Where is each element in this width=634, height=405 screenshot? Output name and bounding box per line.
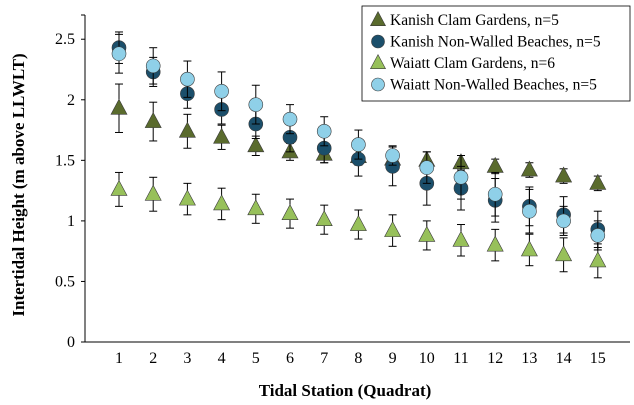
y-tick-label: 1 bbox=[67, 213, 75, 230]
data-point bbox=[418, 225, 436, 242]
x-tick-label: 3 bbox=[183, 350, 191, 367]
data-point bbox=[556, 213, 571, 229]
legend-marker bbox=[371, 77, 385, 92]
data-point bbox=[419, 160, 435, 175]
data-point bbox=[555, 245, 573, 262]
chart-marks bbox=[110, 31, 607, 279]
data-point bbox=[384, 221, 402, 237]
data-point bbox=[452, 230, 470, 247]
data-point bbox=[487, 186, 503, 202]
x-tick-label: 11 bbox=[453, 350, 468, 367]
x-tick-label: 14 bbox=[556, 350, 572, 367]
data-point bbox=[520, 240, 538, 257]
data-point bbox=[555, 166, 573, 183]
data-point bbox=[385, 148, 400, 163]
y-tick-label: 0 bbox=[67, 334, 75, 351]
data-point bbox=[453, 169, 469, 185]
data-point bbox=[178, 189, 196, 206]
legend-label: Kanish Non-Walled Beaches, n=5 bbox=[390, 34, 601, 51]
data-point bbox=[281, 204, 299, 220]
data-point bbox=[315, 210, 333, 227]
legend-marker bbox=[371, 34, 385, 49]
data-point bbox=[110, 98, 128, 115]
data-point bbox=[110, 179, 128, 196]
x-tick-label: 7 bbox=[320, 350, 328, 367]
x-tick-label: 8 bbox=[354, 350, 362, 367]
data-point bbox=[180, 71, 195, 87]
data-point bbox=[213, 194, 231, 211]
data-point bbox=[349, 214, 367, 231]
legend-marker bbox=[369, 10, 387, 26]
legend-label: Kanish Clam Gardens, n=5 bbox=[390, 12, 559, 29]
x-tick-label: 2 bbox=[149, 350, 157, 367]
x-tick-label: 15 bbox=[590, 350, 606, 367]
data-point bbox=[247, 199, 265, 216]
data-point bbox=[522, 203, 537, 219]
data-point bbox=[486, 235, 504, 252]
data-point bbox=[214, 84, 229, 99]
x-tick-label: 9 bbox=[389, 350, 397, 367]
data-point bbox=[213, 127, 231, 144]
x-tick-label: 1 bbox=[115, 350, 123, 367]
data-point bbox=[589, 173, 607, 190]
x-tick-label: 10 bbox=[419, 350, 435, 367]
data-point bbox=[520, 160, 538, 177]
y-tick-label: 2.5 bbox=[55, 31, 75, 48]
data-point bbox=[589, 251, 607, 268]
x-axis-title: Tidal Station (Quadrat) bbox=[259, 381, 432, 400]
x-tick-label: 5 bbox=[252, 350, 260, 367]
x-tick-label: 4 bbox=[218, 350, 226, 367]
data-point bbox=[590, 228, 606, 243]
legend: Kanish Clam Gardens, n=5 Kanish Non-Walle… bbox=[361, 5, 631, 102]
legend-box bbox=[361, 5, 631, 102]
y-axis-title: Intertidal Height (m above LLWLT) bbox=[9, 53, 28, 316]
chart-axes: 00.511.522.51 2 3 4 5 6 7 8 9 10 11 12 13 14 15 bbox=[55, 14, 630, 367]
data-point bbox=[178, 121, 196, 138]
y-tick-label: 0.5 bbox=[55, 273, 75, 290]
data-point bbox=[247, 136, 265, 153]
x-tick-label: 12 bbox=[487, 350, 503, 367]
data-point bbox=[144, 112, 162, 128]
data-point bbox=[316, 123, 332, 139]
data-point bbox=[111, 46, 127, 62]
data-point bbox=[145, 58, 161, 74]
legend-label: Waiatt Non-Walled Beaches, n=5 bbox=[390, 77, 597, 94]
data-point bbox=[248, 97, 264, 112]
y-tick-label: 1.5 bbox=[55, 152, 75, 169]
x-tick-label: 13 bbox=[521, 350, 537, 367]
data-point bbox=[144, 184, 162, 201]
y-tick-label: 2 bbox=[67, 92, 75, 109]
series-3 bbox=[110, 171, 607, 279]
data-point bbox=[351, 137, 366, 152]
series-4 bbox=[111, 33, 606, 251]
legend-label: Waiatt Clam Gardens, n=6 bbox=[390, 55, 555, 72]
data-point bbox=[486, 156, 504, 173]
legend-marker bbox=[369, 53, 387, 69]
data-point bbox=[282, 111, 298, 127]
x-tick-label: 6 bbox=[286, 350, 294, 367]
